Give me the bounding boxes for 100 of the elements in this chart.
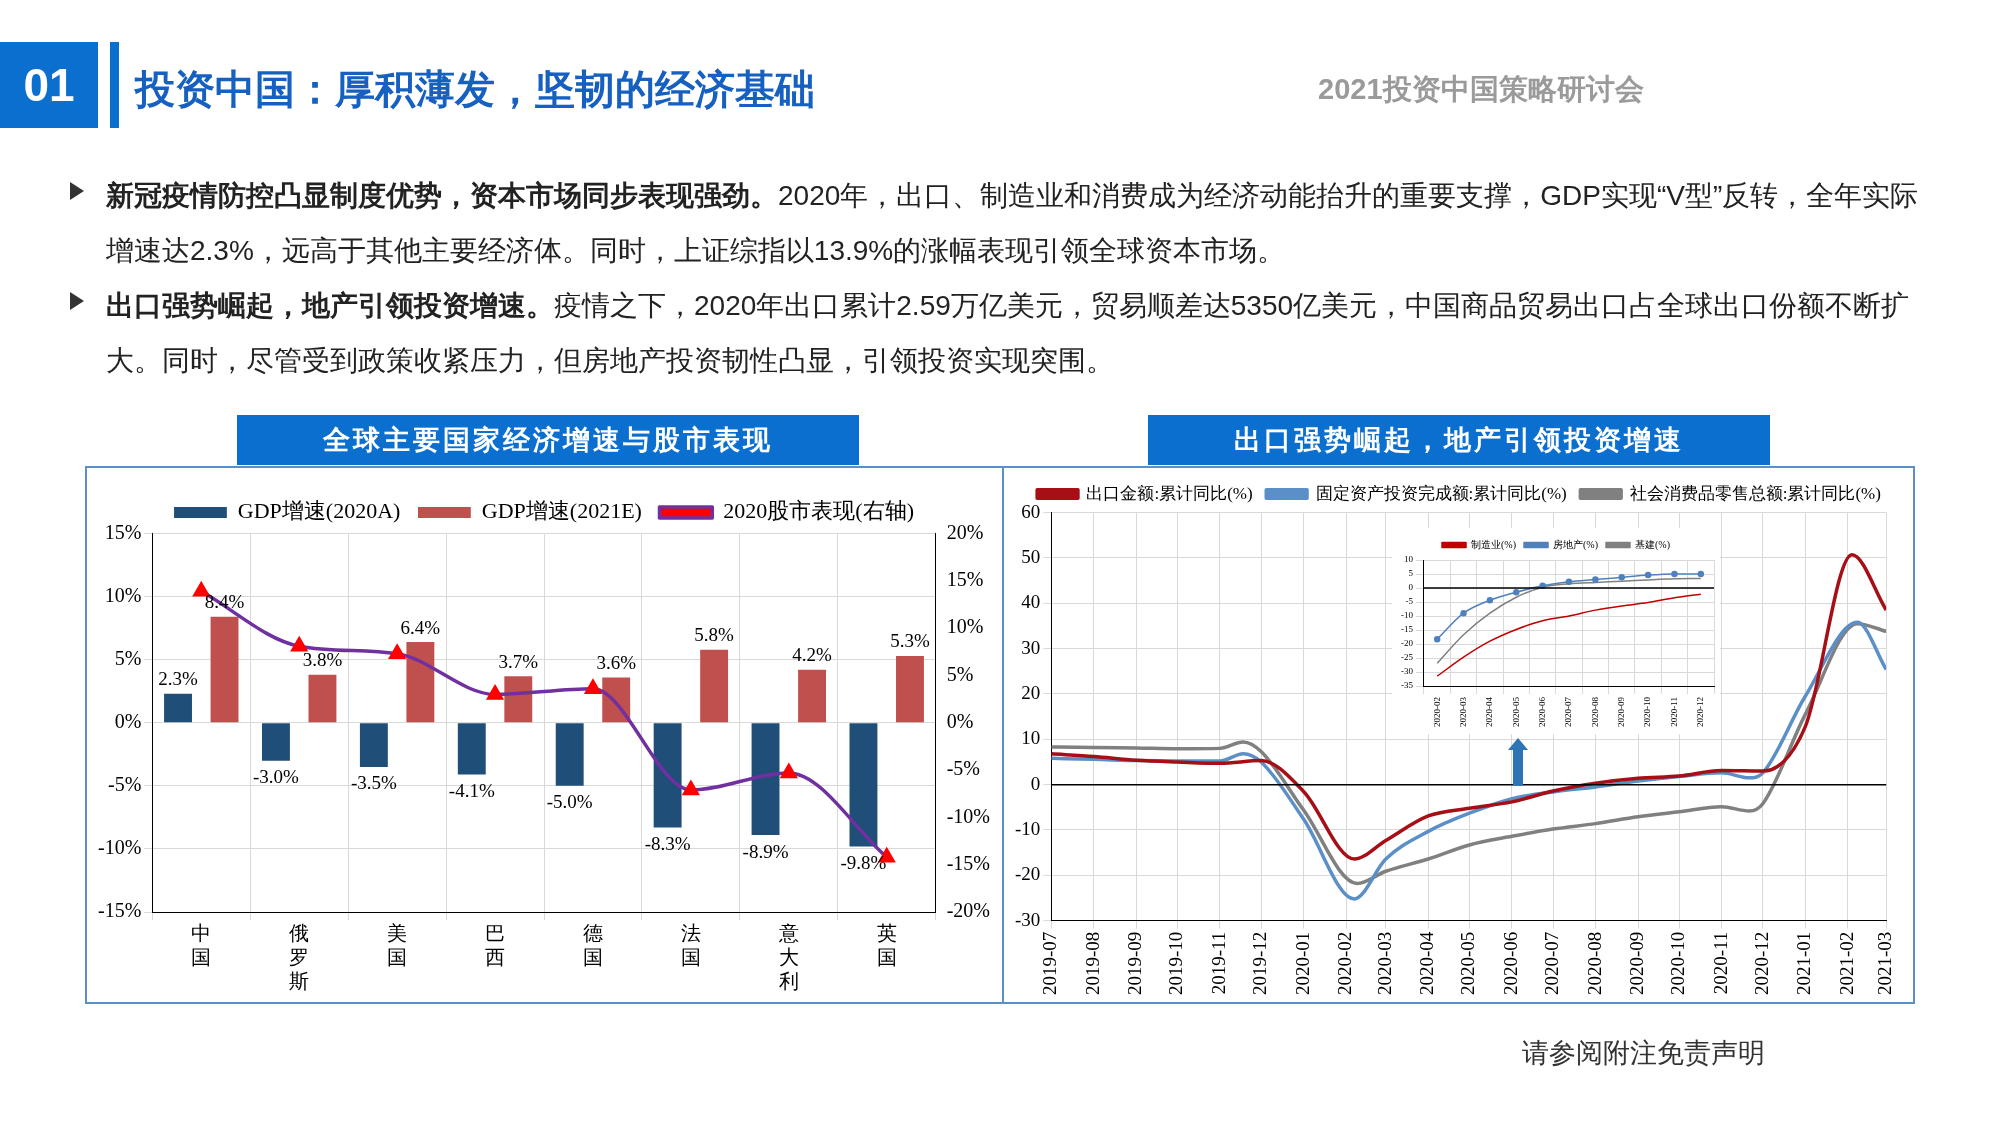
y-tick-label: -5%: [107, 773, 142, 796]
data-label: 4.2%: [792, 644, 833, 666]
y-tick-label: -15: [1401, 624, 1414, 635]
x-tick-label: 中国: [191, 922, 212, 969]
y2-tick-label: 15%: [946, 568, 984, 591]
legend-label: 制造业(%): [1471, 538, 1517, 551]
data-label: 5.3%: [890, 630, 930, 652]
x-tick-label: 2020-12: [1695, 697, 1706, 727]
data-label: 5.8%: [694, 624, 735, 646]
y-tick-label: 20: [1021, 681, 1041, 703]
y-tick-label: 0%: [114, 710, 142, 733]
x-tick-label: 2020-11: [1668, 697, 1679, 727]
y-tick-label: -30: [1401, 666, 1414, 677]
x-tick-label: 2020-03: [1457, 696, 1468, 727]
legend-label: GDP增速(2021E): [481, 498, 642, 524]
x-tick-label: 2020-09: [1626, 931, 1648, 995]
y-tick-label: 0: [1030, 772, 1041, 794]
x-tick-label: 2021-01: [1793, 931, 1815, 995]
y-tick-label: 10: [1404, 554, 1414, 565]
legend-label: GDP增速(2020A): [237, 498, 401, 524]
y-tick-label: -25: [1401, 652, 1414, 663]
x-tick-label: 意大利: [777, 922, 799, 993]
legend-label: 2020股市表现(右轴): [723, 498, 914, 524]
y2-tick-label: -10%: [946, 804, 991, 827]
x-tick-label: 2020-12: [1750, 931, 1772, 995]
x-tick-label: 德国: [582, 922, 603, 969]
x-tick-label: 2020-05: [1510, 696, 1521, 727]
x-tick-label: 2020-03: [1373, 931, 1395, 995]
x-tick-label: 巴西: [485, 922, 506, 969]
data-label: -8.9%: [742, 840, 789, 862]
y-tick-label: -5: [1405, 596, 1414, 607]
y-tick-label: -30: [1015, 908, 1041, 930]
x-tick-label: 2019-08: [1081, 931, 1103, 995]
data-label: -3.5%: [350, 772, 397, 794]
x-tick-label: 2020-02: [1431, 697, 1442, 727]
x-tick-label: 2020-10: [1642, 696, 1653, 727]
y-tick-label: 40: [1021, 591, 1041, 613]
x-tick-label: 美国: [387, 922, 408, 969]
y2-tick-label: 20%: [946, 520, 984, 543]
x-tick-label: 2019-09: [1124, 931, 1146, 995]
x-tick-label: 2020-08: [1589, 696, 1600, 727]
y-tick-label: 15%: [104, 520, 142, 543]
y-tick-label: -15%: [97, 899, 142, 922]
data-label: -5.0%: [546, 791, 593, 813]
data-label: -3.0%: [252, 766, 300, 788]
x-tick-label: 2020-06: [1536, 696, 1547, 727]
x-tick-label: 2020-02: [1334, 931, 1356, 995]
chart-title: 出口强势崛起，地产引领投资增速: [1148, 415, 1770, 465]
y-tick-label: 10%: [104, 583, 142, 606]
y2-tick-label: 0%: [946, 710, 974, 733]
data-label: 3.8%: [302, 649, 343, 671]
y2-tick-label: 5%: [946, 662, 974, 685]
x-tick-label: 2020-06: [1499, 931, 1521, 995]
y-tick-label: -20: [1015, 863, 1041, 885]
y-tick-label: 0: [1408, 582, 1414, 593]
y-tick-label: 10: [1021, 727, 1041, 749]
text: 出口强势崛起，地产引领投资增速。: [106, 290, 554, 321]
data-label: 6.4%: [400, 616, 441, 638]
x-tick-label: 2020-09: [1616, 696, 1627, 727]
y2-tick-label: 10%: [946, 615, 984, 638]
x-tick-label: 2019-10: [1165, 931, 1187, 995]
x-tick-label: 2020-08: [1583, 931, 1605, 995]
y-tick-label: 5%: [114, 646, 142, 669]
data-label: 3.6%: [596, 651, 637, 673]
data-label: 3.7%: [498, 650, 539, 672]
y2-tick-label: -15%: [946, 851, 991, 874]
legend-label: 固定资产投资完成额:累计同比(%): [1315, 483, 1567, 503]
y-tick-label: 5: [1408, 568, 1414, 579]
chart-title: 全球主要国家经济增速与股市表现: [237, 415, 859, 465]
y-tick-label: -35: [1401, 680, 1414, 691]
text: 新冠疫情防控凸显制度优势，资本市场同步表现强劲。: [106, 180, 778, 211]
y-tick-label: -10%: [97, 836, 142, 859]
y-tick-label: -10: [1401, 610, 1414, 621]
legend-label: 社会消费品零售总额:累计同比(%): [1629, 483, 1881, 503]
x-tick-label: 英国: [876, 922, 897, 969]
data-label: -8.3%: [644, 832, 691, 854]
legend-label: 房地产(%): [1553, 538, 1598, 551]
x-tick-label: 2020-11: [1709, 931, 1731, 995]
y-tick-label: 30: [1021, 636, 1041, 658]
data-label: -4.1%: [448, 780, 495, 801]
y-tick-label: -10: [1015, 817, 1041, 839]
text: 01: [0, 42, 98, 128]
y-tick-label: 60: [1021, 500, 1041, 522]
x-tick-label: 法国: [680, 922, 701, 969]
y-tick-label: 50: [1021, 545, 1041, 567]
x-tick-label: 2019-11: [1207, 931, 1229, 995]
x-tick-label: 2020-07: [1541, 931, 1563, 995]
x-tick-label: 2019-12: [1249, 931, 1271, 995]
text: 2021投资中国策略研讨会: [1318, 72, 1644, 107]
x-tick-label: 俄罗斯: [289, 922, 310, 993]
y2-tick-label: -5%: [946, 757, 981, 780]
legend-label: 基建(%): [1635, 538, 1670, 551]
text: 投资中国：厚积薄发，坚韧的经济基础: [135, 66, 815, 113]
x-tick-label: 2020-04: [1484, 696, 1495, 727]
legend-label: 出口金额:累计同比(%): [1086, 483, 1253, 503]
x-tick-label: 2020-10: [1667, 931, 1689, 995]
y2-tick-label: -20%: [946, 899, 991, 922]
text: 请参阅附注免责声明: [1522, 1037, 1765, 1070]
x-tick-label: 2020-05: [1457, 931, 1479, 995]
data-label: 2.3%: [158, 668, 198, 690]
